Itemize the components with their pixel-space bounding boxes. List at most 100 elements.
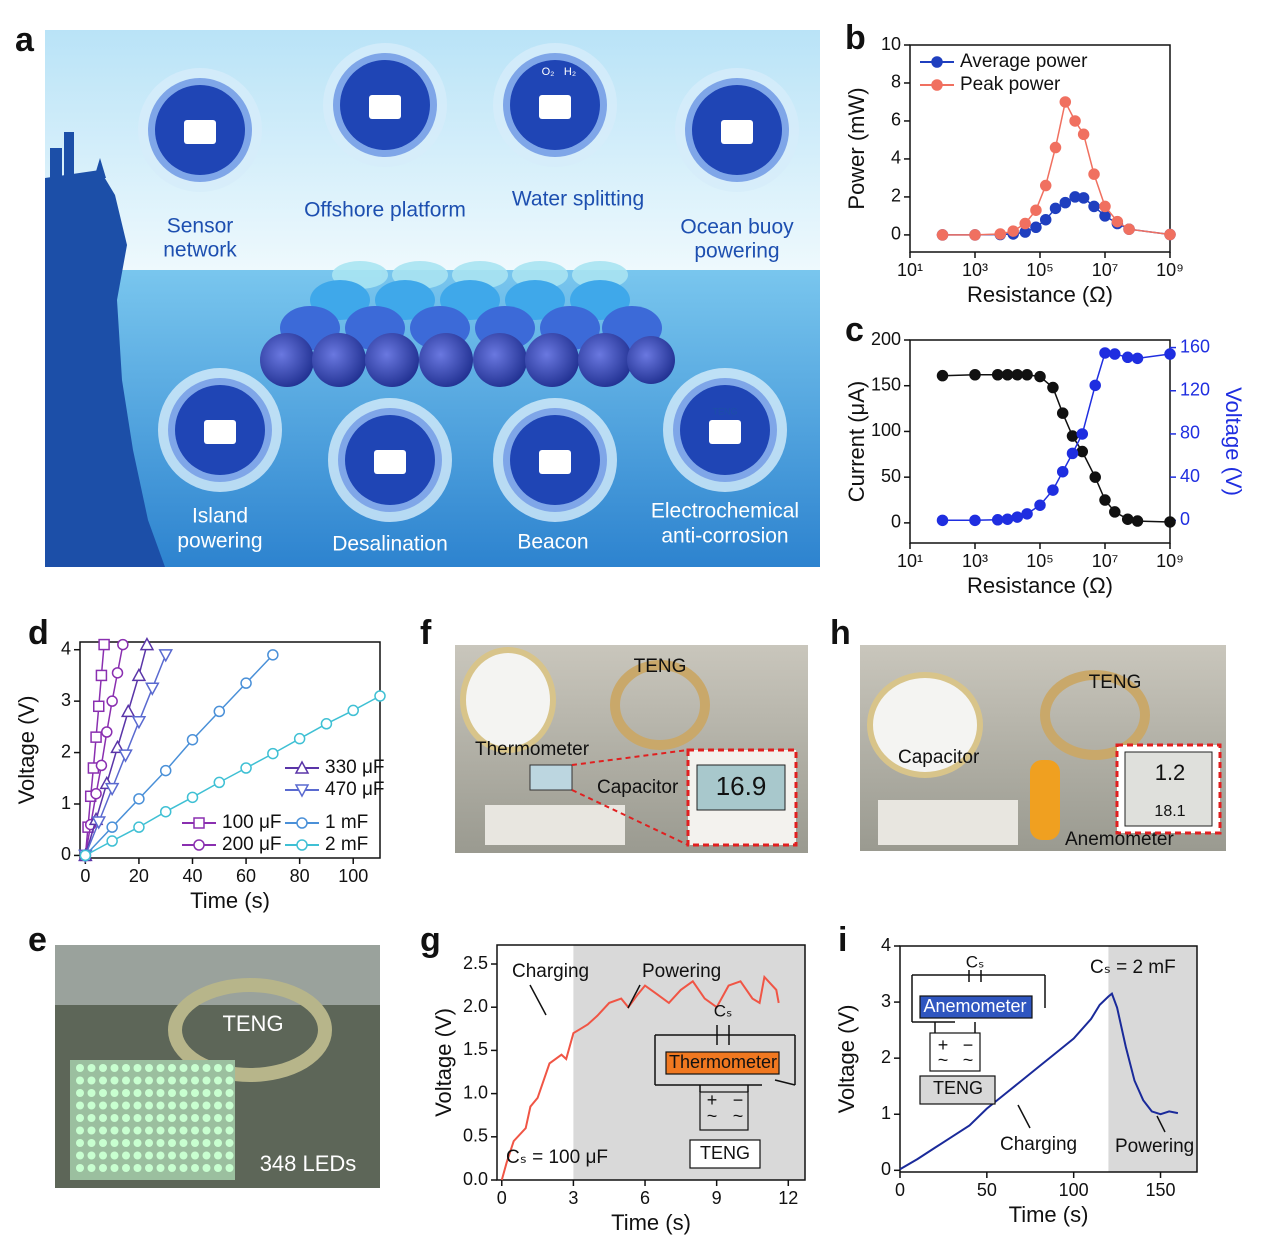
- data-point: [1030, 221, 1042, 234]
- legend-marker: [294, 784, 310, 798]
- led: [225, 1126, 234, 1135]
- led: [87, 1089, 96, 1097]
- data-point: [1056, 465, 1069, 478]
- data-point: [969, 514, 981, 527]
- zoom-line: [571, 789, 689, 846]
- led: [99, 1114, 107, 1122]
- panel-label: c: [845, 311, 864, 349]
- led: [214, 1076, 222, 1085]
- x-tick-label: 10⁷: [1092, 551, 1119, 571]
- legend-marker: [193, 839, 205, 851]
- led: [133, 1064, 142, 1072]
- y-axis-label: Voltage (V): [834, 1005, 859, 1114]
- led: [122, 1139, 130, 1147]
- inset-label: ~: [963, 1050, 974, 1070]
- led: [168, 1164, 176, 1172]
- app-label: powering: [177, 530, 262, 553]
- data-point: [1007, 225, 1019, 237]
- led: [76, 1139, 84, 1147]
- photo-label: TENG: [222, 1011, 283, 1036]
- inset-label: Cₛ: [714, 1001, 733, 1020]
- led: [202, 1114, 211, 1122]
- data-point: [936, 514, 949, 527]
- led: [122, 1101, 130, 1110]
- led: [76, 1126, 84, 1135]
- x-axis-label: Resistance (Ω): [967, 573, 1113, 598]
- x-tick-label: 100: [1059, 1180, 1089, 1200]
- x-tick-label: 40: [182, 866, 202, 886]
- data-point: [936, 229, 949, 241]
- y-tick-label: 0: [891, 512, 901, 532]
- series-line: [942, 99, 1171, 236]
- led: [214, 1164, 222, 1172]
- inset-label: ~: [707, 1106, 718, 1126]
- led: [145, 1076, 153, 1085]
- buildings: [50, 132, 106, 180]
- legend-label: 1 mF: [325, 812, 368, 833]
- data-point: [213, 705, 226, 718]
- icon-text: O₂: [542, 66, 555, 78]
- teng: [610, 660, 710, 750]
- data-point: [1131, 352, 1144, 365]
- led: [99, 1076, 107, 1085]
- led: [168, 1151, 176, 1160]
- legend-marker: [193, 817, 205, 829]
- led: [202, 1139, 211, 1147]
- data-point: [91, 816, 107, 830]
- data-point: [90, 731, 102, 743]
- led: [179, 1089, 188, 1097]
- led: [191, 1114, 199, 1122]
- data-point: [139, 637, 155, 651]
- app-label: Offshore platform: [304, 199, 466, 222]
- legend-marker: [931, 79, 943, 91]
- data-point: [106, 695, 118, 707]
- data-point: [213, 776, 226, 789]
- data-point: [994, 228, 1007, 240]
- data-point: [1164, 348, 1176, 360]
- inset-label: Thermometer: [669, 1052, 777, 1072]
- x-tick-label: 10³: [962, 551, 988, 571]
- led: [202, 1076, 211, 1085]
- data-point: [158, 649, 173, 663]
- x-tick-label: 10¹: [897, 260, 923, 280]
- led: [214, 1126, 222, 1135]
- data-point: [1077, 128, 1090, 141]
- app-label: Desalination: [332, 533, 448, 556]
- teng: [168, 978, 332, 1082]
- y-tick-label: 3: [881, 991, 891, 1011]
- y2-tick-label: 0: [1180, 509, 1190, 529]
- led: [133, 1076, 142, 1085]
- app-label: network: [163, 239, 237, 262]
- y-tick-label: 4: [881, 935, 891, 955]
- x-tick-label: 10⁷: [1092, 260, 1119, 280]
- photo-f: TENG Thermometer Capacitor 16.9: [455, 645, 808, 853]
- data-point: [120, 703, 136, 718]
- data-point: [1099, 200, 1111, 213]
- inset-label: TENG: [700, 1143, 750, 1163]
- data-point: [133, 821, 145, 833]
- data-point: [145, 682, 160, 696]
- led: [122, 1114, 130, 1122]
- photo-label: 348 LEDs: [260, 1151, 357, 1176]
- data-point: [969, 368, 981, 381]
- illustration-a: Sensor network Offshore platform Water s…: [45, 30, 820, 567]
- y-tick-label: 2: [61, 741, 71, 761]
- data-point: [106, 821, 118, 833]
- annotation: Powering: [642, 961, 721, 982]
- data-point: [101, 726, 113, 738]
- led: [122, 1076, 130, 1085]
- photo-label: Capacitor: [898, 747, 980, 768]
- data-point: [1066, 430, 1079, 442]
- led: [168, 1064, 176, 1072]
- x-tick-label: 150: [1146, 1180, 1176, 1200]
- circuit-box: [919, 1075, 996, 1105]
- led: [156, 1151, 165, 1160]
- legend-marker: [296, 839, 308, 851]
- led: [145, 1139, 153, 1147]
- y-tick-label: 10: [881, 34, 901, 54]
- leader: [1017, 1104, 1031, 1129]
- y-tick-label: 150: [871, 374, 901, 394]
- led: [168, 1114, 176, 1122]
- data-point: [1121, 351, 1134, 364]
- led: [179, 1101, 188, 1110]
